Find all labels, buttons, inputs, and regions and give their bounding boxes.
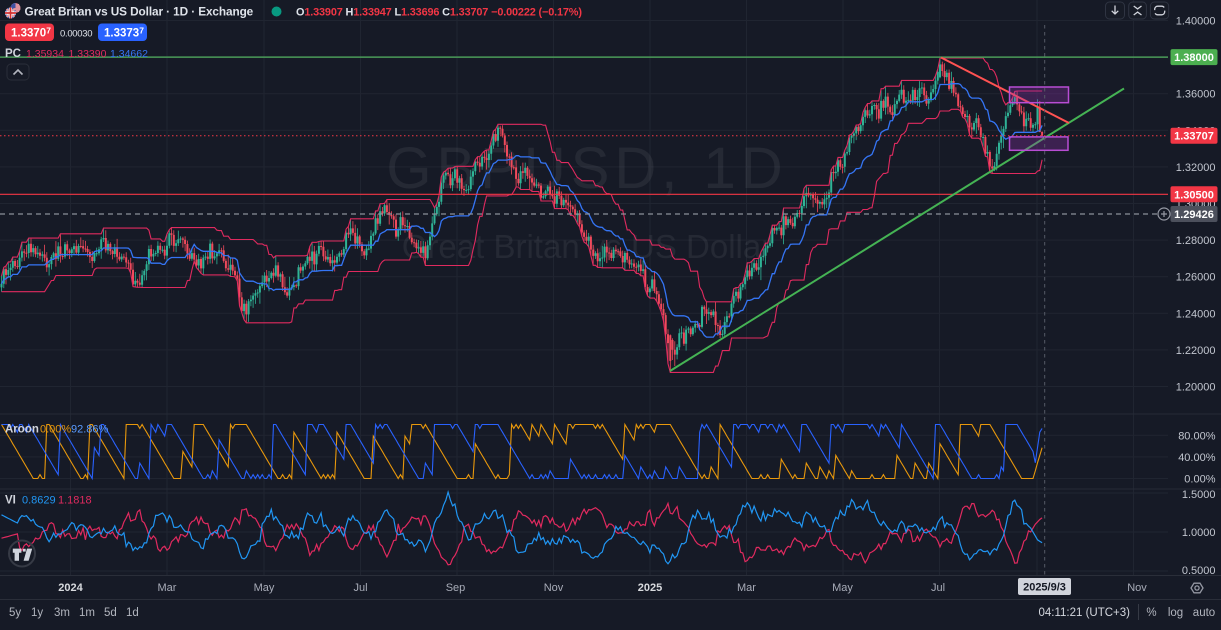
svg-text:1d: 1d xyxy=(126,607,139,619)
svg-text:Great Britan vs US Dollar: Great Britan vs US Dollar xyxy=(402,228,772,265)
svg-text:0.8629: 0.8629 xyxy=(22,495,56,507)
svg-text:log: log xyxy=(1168,607,1183,619)
svg-text:80.00%: 80.00% xyxy=(1178,430,1216,442)
svg-text:O1.33907 H1.33947 L1.33696 C1.: O1.33907 H1.33947 L1.33696 C1.33707 −0.0… xyxy=(296,7,582,19)
svg-text:Jul: Jul xyxy=(353,582,367,594)
svg-text:40.00%: 40.00% xyxy=(1178,452,1216,464)
svg-text:1.36000: 1.36000 xyxy=(1176,89,1216,101)
svg-text:%: % xyxy=(1146,607,1156,619)
svg-text:0.00030: 0.00030 xyxy=(60,29,92,40)
svg-text:May: May xyxy=(832,582,853,594)
svg-text:Nov: Nov xyxy=(544,582,564,594)
svg-text:2025/9/3: 2025/9/3 xyxy=(1023,582,1066,594)
svg-text:1.1818: 1.1818 xyxy=(58,495,92,507)
svg-text:2024: 2024 xyxy=(58,582,83,594)
svg-text:VI: VI xyxy=(5,495,16,507)
svg-text:1.5000: 1.5000 xyxy=(1182,489,1216,501)
svg-text:1.29426: 1.29426 xyxy=(1174,209,1214,221)
svg-text:0.00%: 0.00% xyxy=(40,424,71,436)
svg-text:1.33390: 1.33390 xyxy=(69,48,107,60)
svg-text:1.24000: 1.24000 xyxy=(1176,308,1216,320)
svg-text:Nov: Nov xyxy=(1127,582,1147,594)
svg-text:Mar: Mar xyxy=(158,582,177,594)
svg-text:1y: 1y xyxy=(31,607,43,619)
svg-text:1.28000: 1.28000 xyxy=(1176,235,1216,247)
svg-text:1.33737: 1.33737 xyxy=(104,26,144,40)
svg-text:GBPUSD, 1D: GBPUSD, 1D xyxy=(386,136,787,201)
svg-text:1.33707: 1.33707 xyxy=(11,26,51,40)
svg-text:auto: auto xyxy=(1193,607,1215,619)
svg-text:Great Britan vs US Dollar · 1D: Great Britan vs US Dollar · 1D · Exchang… xyxy=(25,5,254,19)
svg-text:0.5000: 0.5000 xyxy=(1182,565,1216,577)
svg-text:04:11:21 (UTC+3): 04:11:21 (UTC+3) xyxy=(1038,607,1130,619)
svg-text:1.34662: 1.34662 xyxy=(110,48,148,60)
svg-text:1.40000: 1.40000 xyxy=(1176,16,1216,28)
svg-text:0.00%: 0.00% xyxy=(1184,474,1215,486)
svg-text:1.33707: 1.33707 xyxy=(1174,131,1214,143)
svg-text:1.30500: 1.30500 xyxy=(1174,189,1214,201)
svg-text:PC: PC xyxy=(5,48,21,60)
svg-text:5y: 5y xyxy=(9,607,21,619)
svg-text:1.20000: 1.20000 xyxy=(1176,382,1216,394)
svg-text:Sep: Sep xyxy=(446,582,466,594)
svg-text:1.38000: 1.38000 xyxy=(1174,52,1214,64)
svg-text:1.22000: 1.22000 xyxy=(1176,345,1216,357)
svg-text:92.86%: 92.86% xyxy=(71,424,109,436)
svg-text:3m: 3m xyxy=(54,607,70,619)
svg-text:5d: 5d xyxy=(104,607,117,619)
svg-text:1m: 1m xyxy=(79,607,95,619)
svg-text:May: May xyxy=(254,582,275,594)
svg-text:Aroon: Aroon xyxy=(5,424,39,436)
svg-text:1.0000: 1.0000 xyxy=(1182,527,1216,539)
svg-text:1.32000: 1.32000 xyxy=(1176,162,1216,174)
svg-text:1.26000: 1.26000 xyxy=(1176,272,1216,284)
svg-text:2025: 2025 xyxy=(638,582,662,594)
svg-text:1.35934: 1.35934 xyxy=(26,48,64,60)
svg-text:Mar: Mar xyxy=(737,582,756,594)
svg-text:Jul: Jul xyxy=(931,582,945,594)
